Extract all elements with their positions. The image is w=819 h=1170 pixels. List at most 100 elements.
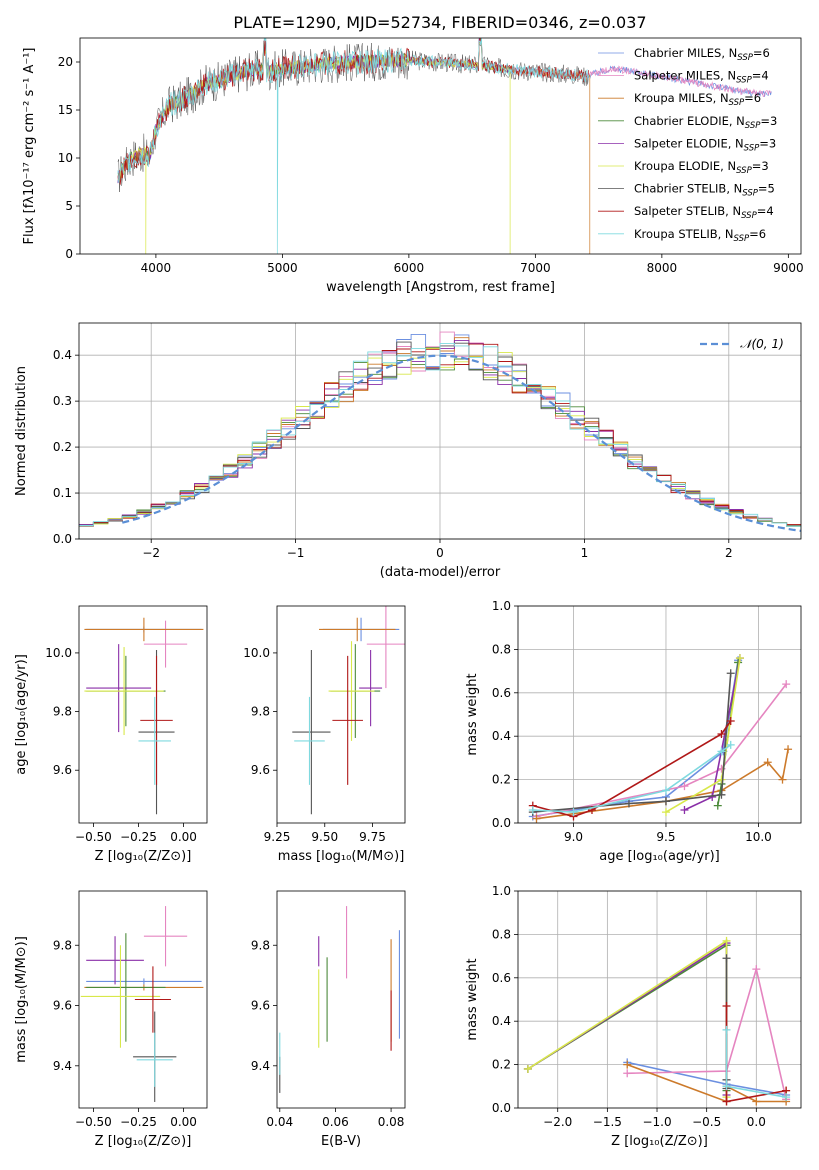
weight-line-salpeter-elodie [684,657,741,811]
mass-weight-vs-metallicity-plot: −2.0 −1.5 −1.0 −0.5 0.0 0.0 0.2 0.4 0.6 0.8 1.0 Z [… [465,884,802,1149]
weight-marker-chabrier-stelib [661,797,670,806]
legend-entry: Kroupa ELODIE, NSSP=3 [634,159,769,176]
x-tick-label: 6000 [394,261,425,275]
weight-marker-chabrier-stelib [722,954,731,963]
age-vs-metallicity-plot: −0.50 −0.25 0.00 9.6 9.8 10.0 Z [log₁₀(Z/Z⊙)] a… [14,605,208,864]
x-tick-label: −1.0 [642,1115,671,1129]
x-tick-label: 0.00 [170,830,197,844]
y-axis-label: Normed distribution [14,366,29,496]
legend-tail: =4 [757,204,774,218]
x-tick-label: −0.50 [75,1115,112,1129]
legend-sub: SSP [737,53,753,63]
mass-vs-ebv-plot: 0.04 0.06 0.08 9.4 9.6 9.8 E(B-V) [251,890,406,1149]
y-tick-label: 0.0 [492,1101,511,1115]
legend-text: Chabrier MILES, N [634,46,737,60]
weight-marker-kroupa-stelib [569,808,578,817]
y-tick-label: 10 [58,151,73,165]
legend-text: Chabrier STELIB, N [634,182,742,196]
weight-marker-kroupa-miles [752,1097,761,1106]
legend-entry: Kroupa MILES, NSSP=6 [634,91,761,108]
y-tick-label: 9.8 [53,705,72,719]
x-tick-label: 0.04 [266,1115,293,1129]
x-tick-label: 0 [436,546,444,560]
x-axis-label: (data-model)/error [380,565,501,580]
spectrum-line-kroupa-stelib [117,38,589,254]
x-tick-label: 8000 [647,261,678,275]
plot-area [84,617,204,815]
legend-tail: =3 [760,114,777,128]
legend-text: Kroupa ELODIE, N [634,159,736,173]
weight-marker-kroupa-miles [763,758,772,767]
y-axis-label: Flux [fλ10⁻¹⁷ erg cm⁻² s⁻¹ A⁻¹] [22,48,37,245]
x-tick-label: 1 [581,546,589,560]
legend-text: Salpeter STELIB, N [634,204,741,218]
y-tick-label: 0.2 [492,773,511,787]
legend-text: Kroupa STELIB, N [634,227,734,241]
weight-marker-kroupa-elodie [523,1064,532,1073]
plot-area [523,936,791,1106]
legend-entry: Kroupa STELIB, NSSP=6 [634,227,766,244]
weight-marker-kroupa-stelib [528,805,537,814]
weight-line-salpeter-miles [627,965,787,1100]
weight-marker-kroupa-elodie [722,936,731,945]
weight-marker-kroupa-miles [784,745,793,754]
x-tick-label: 0.00 [170,1115,197,1129]
plot-area [528,654,793,823]
x-tick-label: −0.25 [120,830,157,844]
x-axis-label: mass [log₁₀(M/M⊙)] [278,849,405,864]
legend-tail: =6 [744,91,761,105]
legend-tail: =3 [759,136,776,150]
weight-marker-kroupa-elodie [717,775,726,784]
x-tick-label: 5000 [267,261,298,275]
x-axis-label: wavelength [Angstrom, rest frame] [326,280,555,295]
weight-marker-salpeter-miles [752,965,761,974]
x-tick-label: 9.0 [564,830,583,844]
y-tick-label: 9.4 [53,1059,72,1073]
weight-line-kroupa-miles [536,749,789,820]
spectrum-plot: 4000 5000 6000 7000 8000 9000 0 5 10 15 20 waveleng… [22,37,804,295]
x-tick-label: −2.0 [543,1115,572,1129]
gaussian-legend-label: 𝒩(0, 1) [740,337,784,351]
y-tick-label: 0.6 [492,686,511,700]
weight-marker-salpeter-stelib [717,730,726,739]
plot-frame [517,605,802,824]
weight-marker-salpeter-stelib [722,1097,731,1106]
weight-marker-kroupa-stelib [717,747,726,756]
legend-sub: SSP [745,121,761,131]
legend-text: Kroupa MILES, N [634,91,729,105]
y-tick-label: 9.6 [251,763,270,777]
y-tick-label: 0.8 [492,642,511,656]
plot-frame [79,37,802,255]
legend-tail: =6 [749,227,766,241]
legend-sub: SSP [729,98,745,108]
plot-area [79,331,801,539]
residual-histogram-plot: −2 −1 0 1 2 0.0 0.1 0.2 0.3 0.4 (data-model)/error… [14,322,802,580]
weight-marker-chabrier-stelib [717,790,726,799]
legend-sub: SSP [736,76,752,86]
plot-frame [276,605,406,824]
mass-vs-metallicity-plot: −0.50 −0.25 0.00 9.4 9.6 9.8 Z [log₁₀(Z/Z⊙)] ma… [14,890,208,1149]
weight-marker-kroupa-elodie [661,808,670,817]
weight-marker-salpeter-miles [623,1069,632,1078]
y-tick-label: 0.0 [53,532,72,546]
weight-marker-kroupa-stelib [782,1093,791,1102]
y-tick-label: 15 [58,103,73,117]
spectrum-line-kroupa-elodie [117,40,511,254]
y-tick-label: 20 [58,55,73,69]
gaussian-curve [122,354,801,532]
weight-marker-salpeter-miles [782,680,791,689]
x-tick-label: 9.75 [359,830,386,844]
y-axis-label: mass [log₁₀(M/M⊙)] [14,936,29,1063]
x-tick-label: 9.50 [311,830,338,844]
legend-sub: SSP [741,211,757,221]
y-tick-label: 0.8 [492,927,511,941]
x-tick-label: 7000 [520,261,551,275]
weight-marker-kroupa-miles [623,1060,632,1069]
grid-lines [518,890,801,1109]
legend-sub: SSP [742,189,758,199]
y-tick-label: 0.1 [53,486,72,500]
weight-marker-chabrier-stelib [726,669,735,678]
weight-marker-chabrier-stelib [624,799,633,808]
x-tick-label: −0.25 [120,1115,157,1129]
